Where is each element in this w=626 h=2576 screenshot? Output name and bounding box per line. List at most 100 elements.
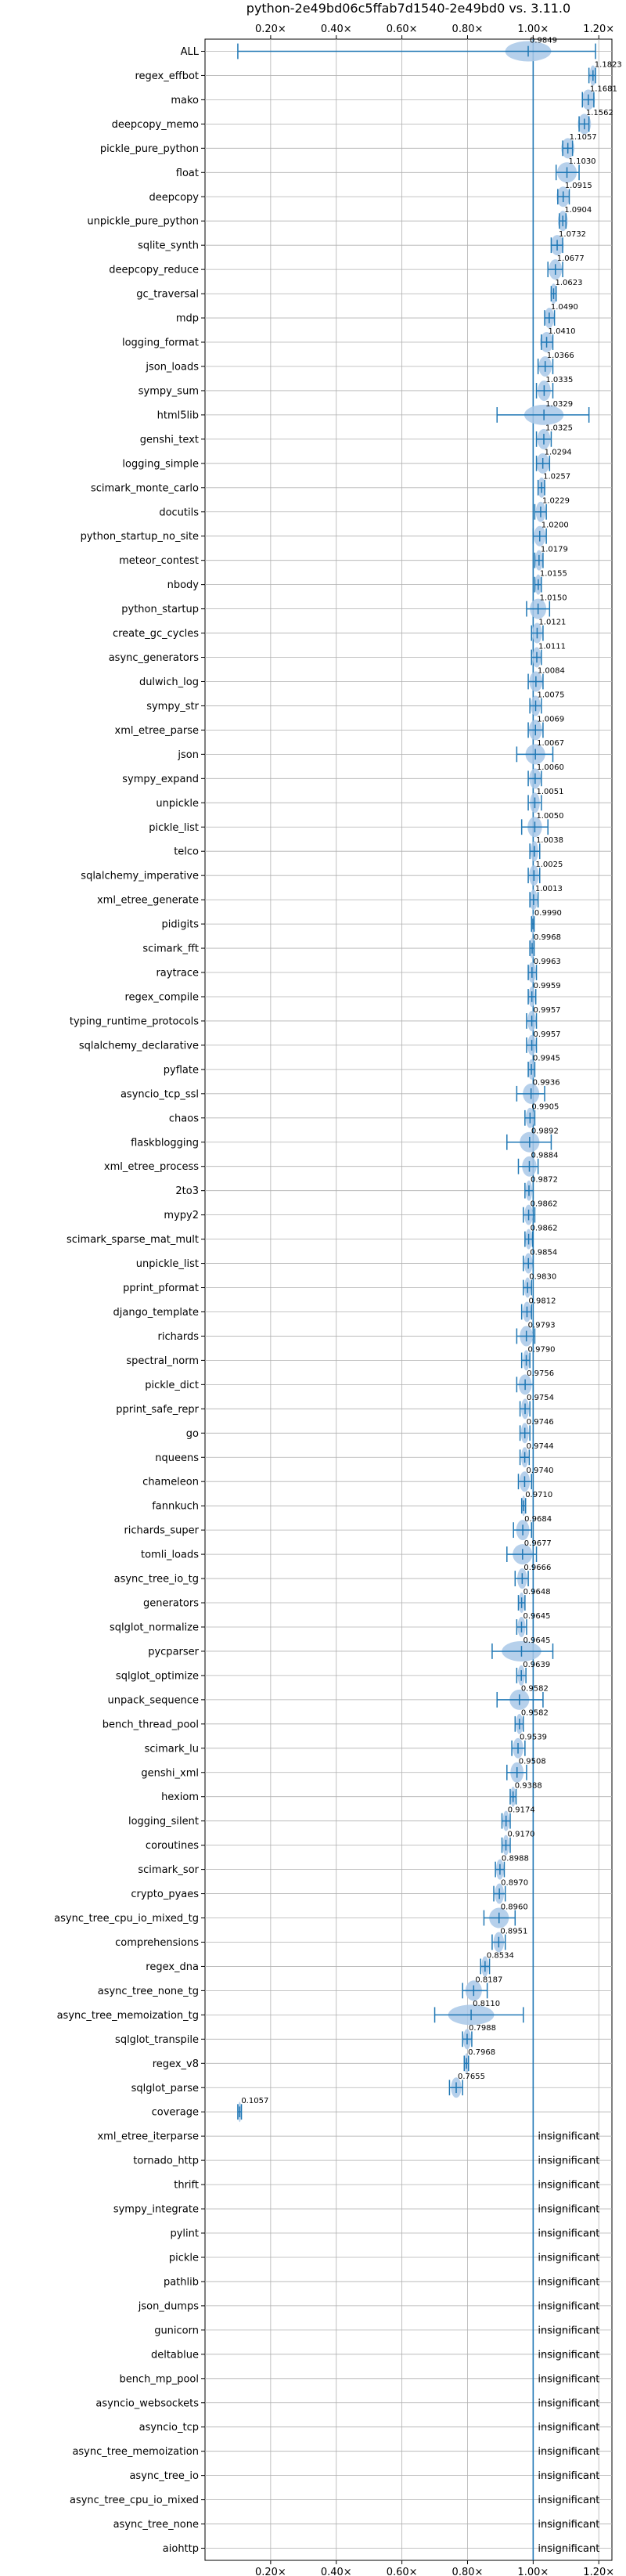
- value-label: 1.1562: [586, 109, 613, 117]
- benchmark-label: sympy_sum: [139, 385, 199, 397]
- value-label: 0.9790: [528, 1345, 556, 1354]
- benchmark-label: typing_runtime_protocols: [70, 1016, 199, 1027]
- value-label: 0.9830: [529, 1272, 556, 1281]
- value-label: 0.1057: [241, 2097, 268, 2105]
- x-tick-label-bottom: 0.80×: [452, 2567, 484, 2576]
- value-label: 0.9756: [527, 1369, 554, 1378]
- value-label: 0.8187: [475, 1975, 502, 1984]
- benchmark-mark: 1.0677: [547, 254, 585, 280]
- benchmark-mark: 0.9957: [526, 1030, 561, 1055]
- benchmark-label: go: [186, 1428, 199, 1440]
- benchmark-mark: 1.0084: [527, 666, 565, 692]
- benchmark-label: coverage: [152, 2107, 199, 2119]
- value-label: 0.9968: [534, 933, 561, 942]
- benchmark-label: scimark_lu: [145, 1743, 199, 1755]
- benchmark-mark: 0.9582: [496, 1685, 549, 1710]
- benchmark-mark: 0.9174: [501, 1806, 535, 1831]
- benchmark-mark: 0.9666: [514, 1564, 551, 1589]
- benchmark-mark: 0.9639: [516, 1661, 550, 1686]
- value-label: 1.0060: [537, 763, 564, 772]
- x-tick-label-top: 0.60×: [387, 23, 418, 35]
- value-label: 0.9849: [530, 36, 557, 45]
- value-label: 1.0229: [542, 497, 570, 506]
- benchmark-mark: 1.0121: [531, 618, 566, 644]
- benchmark-label: django_template: [113, 1307, 199, 1319]
- benchmark-label: async_tree_none: [113, 2519, 199, 2531]
- value-label: 0.9754: [527, 1394, 554, 1402]
- benchmark-label: thrift: [174, 2180, 199, 2192]
- value-label: 0.9582: [521, 1685, 549, 1694]
- benchmark-label: ALL: [181, 46, 200, 58]
- benchmark-label: nbody: [167, 579, 200, 591]
- value-label: 0.9872: [531, 1176, 558, 1185]
- benchmark-label: pidigits: [162, 919, 200, 931]
- benchmark-mark: 0.9744: [519, 1442, 554, 1468]
- value-label: 1.1030: [569, 157, 596, 166]
- value-label: 0.9746: [527, 1418, 554, 1427]
- value-label: 0.9959: [534, 982, 561, 990]
- benchmark-mark: insignificant: [538, 2495, 599, 2506]
- value-label: 1.0121: [538, 618, 566, 626]
- value-label: 0.9508: [519, 1758, 546, 1766]
- benchmark-mark: 0.8110: [434, 2000, 524, 2026]
- benchmark-label: asyncio_websockets: [95, 2397, 199, 2409]
- x-tick-label-top: 0.20×: [255, 23, 286, 35]
- benchmark-label: deepcopy: [149, 192, 199, 204]
- x-tick-label-bottom: 0.20×: [255, 2567, 286, 2576]
- benchmark-label: tornado_http: [133, 2156, 199, 2167]
- benchmark-label: sqlite_synth: [138, 240, 199, 252]
- benchmark-label: pickle_dict: [145, 1380, 199, 1391]
- benchmark-mark: 0.9957: [526, 1006, 561, 1031]
- benchmark-label: deepcopy_reduce: [109, 265, 199, 276]
- value-label: 1.0025: [535, 860, 563, 869]
- benchmark-mark: 0.7655: [448, 2073, 485, 2098]
- value-label: 1.0677: [557, 254, 585, 263]
- benchmark-label: comprehensions: [115, 1937, 199, 1949]
- benchmark-mark: 1.0038: [529, 836, 563, 862]
- benchmark-label: async_tree_io: [129, 2470, 199, 2482]
- insignificant-label: insignificant: [538, 2495, 599, 2506]
- x-tick-label-top: 1.00×: [517, 23, 549, 35]
- benchmark-mark: 0.8970: [493, 1878, 528, 1904]
- value-label: 0.9174: [508, 1806, 535, 1815]
- value-label: 0.7968: [468, 2048, 495, 2057]
- benchmark-label: asyncio_tcp_ssl: [121, 1088, 199, 1100]
- benchmark-mark: 1.0013: [529, 885, 563, 911]
- benchmark-label: pprint_safe_repr: [116, 1404, 199, 1416]
- benchmark-label: sqlalchemy_declarative: [79, 1040, 199, 1052]
- benchmark-label: create_gc_cycles: [113, 628, 199, 640]
- benchmark-mark: 0.7968: [463, 2048, 495, 2074]
- benchmark-label: xml_etree_iterparse: [97, 2131, 199, 2143]
- benchmark-mark: 0.9793: [516, 1321, 556, 1347]
- benchmark-label: crypto_pyaes: [131, 1889, 199, 1900]
- value-label: 1.0366: [547, 352, 574, 360]
- benchmark-mark: 0.9508: [506, 1758, 546, 1783]
- value-label: 0.9854: [530, 1248, 557, 1257]
- benchmark-mark: 0.9754: [519, 1394, 554, 1420]
- benchmark-mark: 1.1030: [555, 157, 596, 183]
- benchmark-label: mdp: [176, 313, 199, 325]
- benchmark-mark: insignificant: [538, 2180, 599, 2192]
- benchmark-mark: 0.9905: [524, 1103, 559, 1128]
- benchmark-label: scimark_monte_carlo: [91, 482, 199, 494]
- benchmark-label: regex_effbot: [135, 70, 199, 82]
- benchmark-label: logging_silent: [128, 1816, 199, 1827]
- benchmark-mark: 0.9936: [516, 1079, 560, 1104]
- chart-title: python-2e49bd06c5ffab7d1540-2e49bd0 vs. …: [246, 1, 570, 16]
- insignificant-label: insignificant: [538, 2543, 599, 2555]
- benchmark-label: pycparser: [148, 1646, 199, 1658]
- value-label: 0.9945: [533, 1055, 560, 1063]
- benchmark-mark: insignificant: [538, 2349, 599, 2361]
- value-label: 0.9862: [531, 1200, 558, 1208]
- benchmark-label: sqlalchemy_imperative: [81, 871, 199, 882]
- benchmark-mark: 1.0229: [534, 497, 570, 522]
- benchmark-label: flaskblogging: [131, 1137, 199, 1149]
- benchmark-label: pickle_pure_python: [100, 143, 199, 155]
- benchmark-label: spectral_norm: [126, 1355, 199, 1367]
- value-label: 0.8110: [473, 2000, 500, 2008]
- benchmark-label: gunicorn: [154, 2325, 199, 2336]
- benchmark-label: json: [177, 749, 199, 761]
- insignificant-label: insignificant: [538, 2300, 599, 2312]
- value-label: 1.0111: [538, 642, 566, 651]
- value-label: 1.1823: [595, 60, 622, 69]
